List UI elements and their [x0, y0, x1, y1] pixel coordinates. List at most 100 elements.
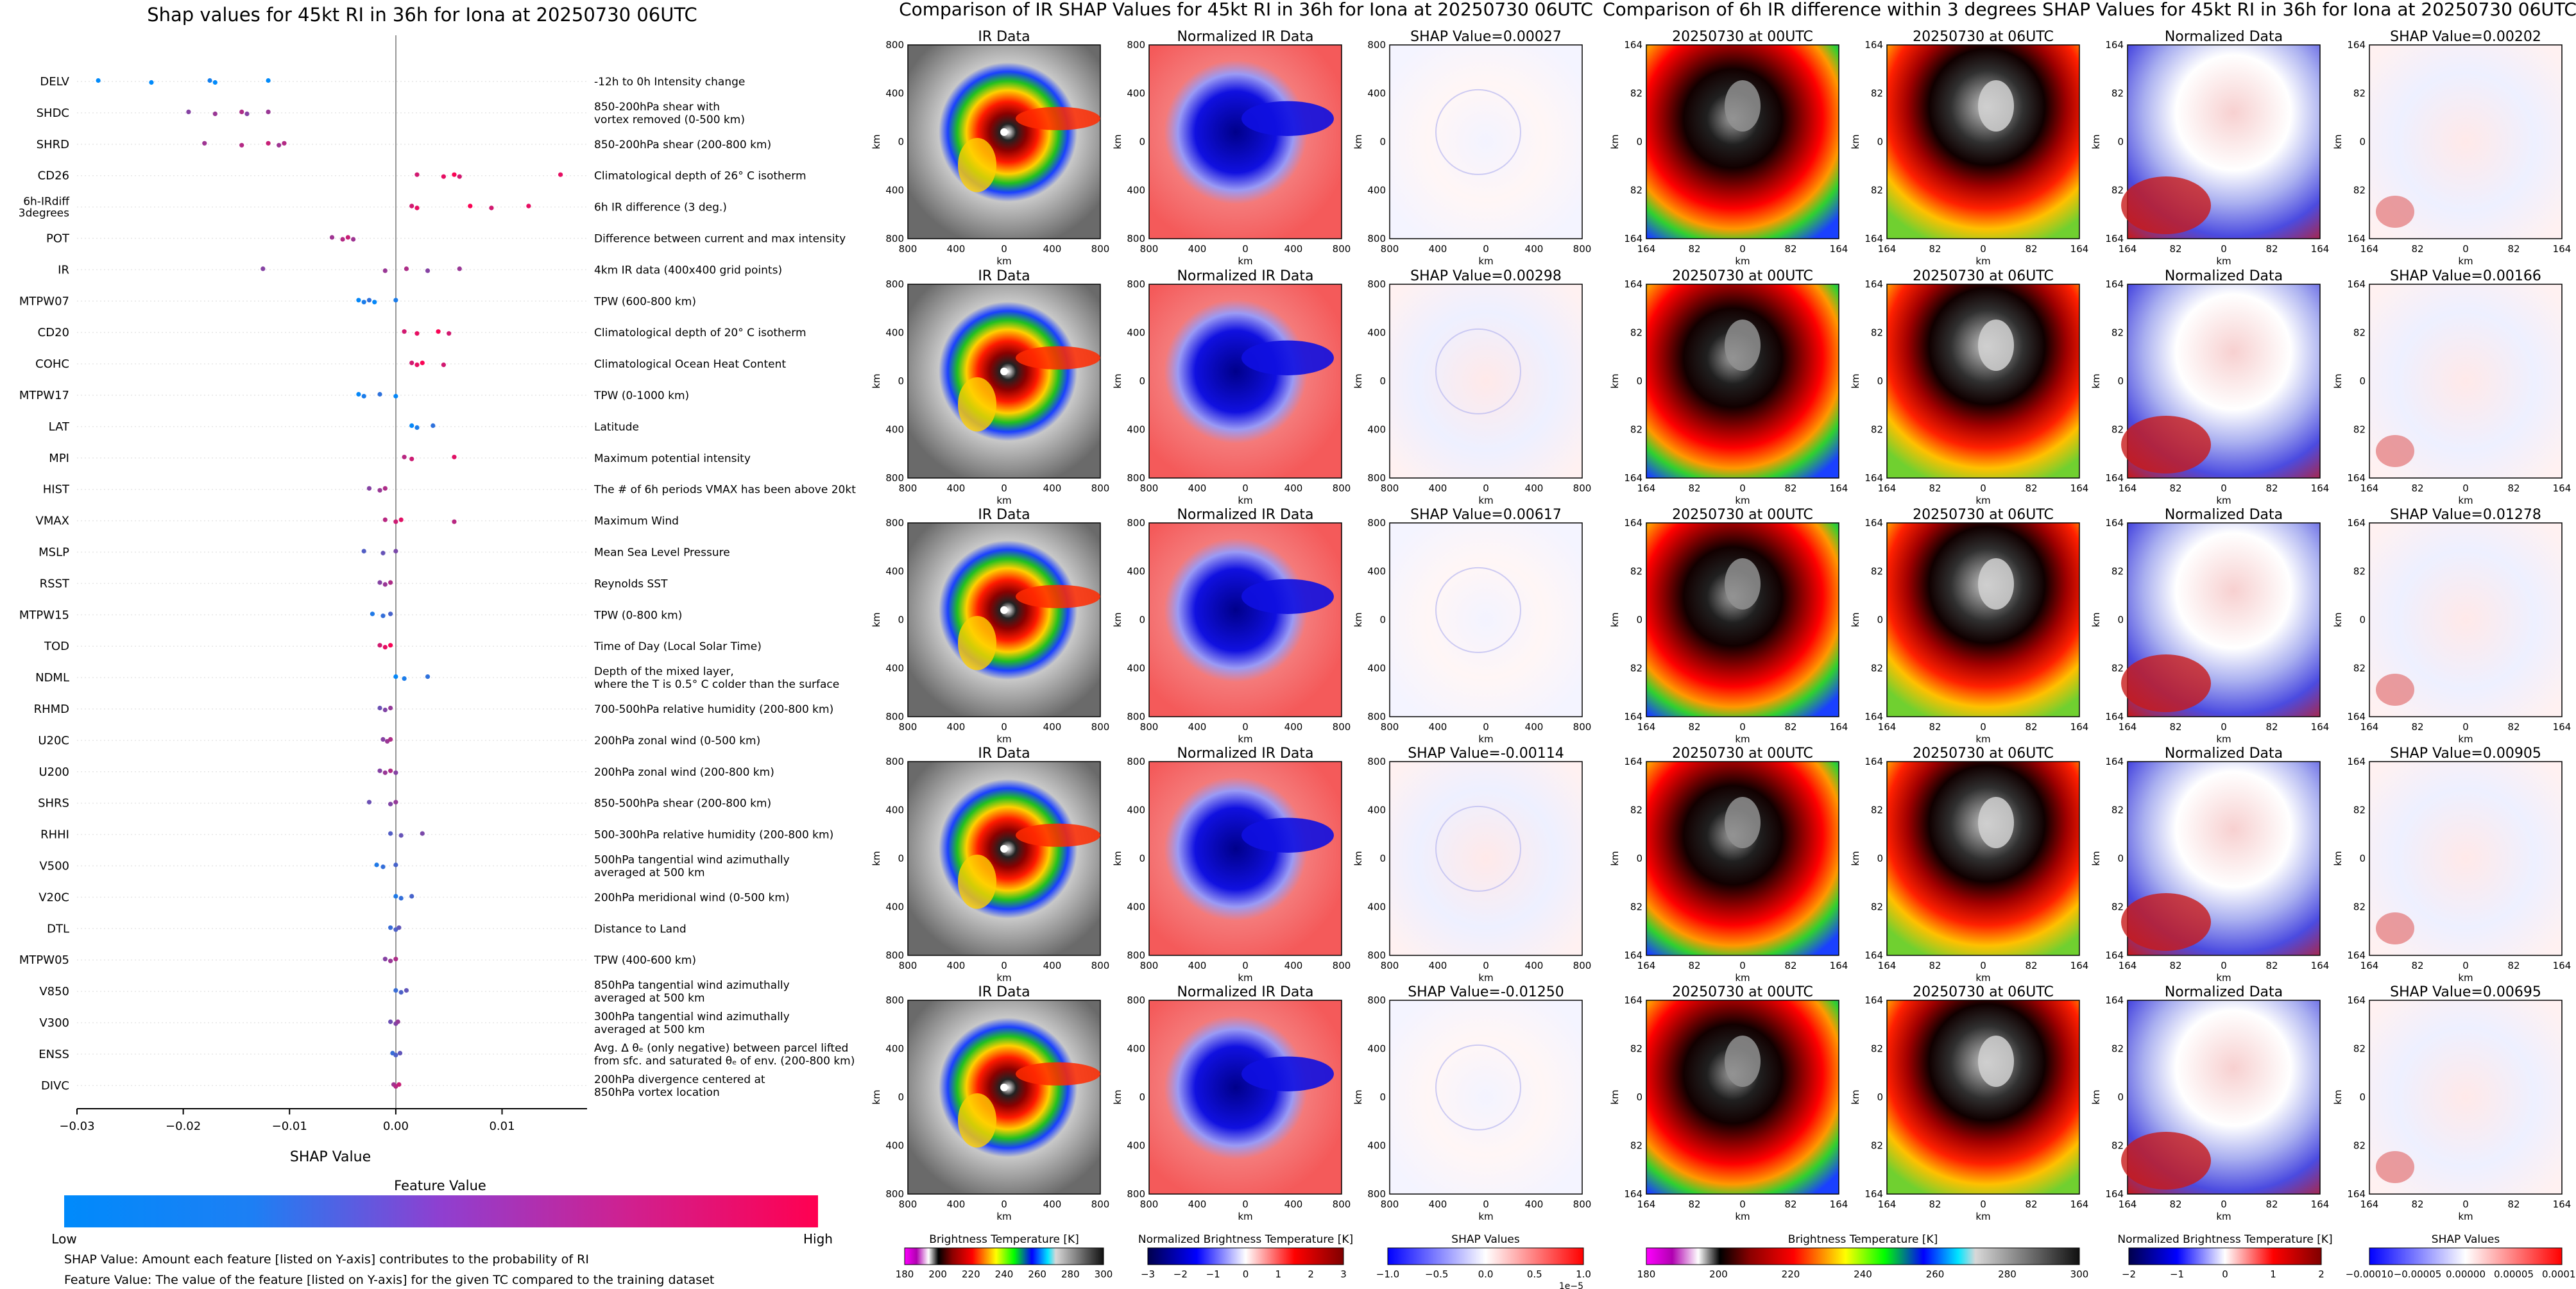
storm-eye: [1000, 367, 1008, 375]
y-tick-label: 164: [2347, 711, 2366, 722]
x-tick-label: 0: [1001, 960, 1007, 971]
panel-title: Normalized IR Data: [1177, 746, 1313, 762]
feature-row: SHRS 850-500hPa shear (200-800 km): [38, 797, 771, 810]
shap-point: [382, 582, 388, 587]
x-tick-label: 400: [1043, 243, 1062, 255]
feature-row: DTL Distance to Land: [47, 922, 687, 935]
feature-label: V500: [39, 860, 69, 873]
shap-point: [388, 580, 393, 585]
panel-image: [1389, 44, 1583, 239]
y-tick-label: 400: [885, 327, 904, 339]
shap-point: [266, 109, 271, 114]
y-tick-label: 82: [2111, 88, 2124, 99]
y-tick-label: 800: [885, 756, 904, 767]
colorbar-tick: −1: [2170, 1268, 2184, 1280]
storm-band: [958, 377, 996, 432]
panel-title: 20250730 at 00UTC: [1672, 984, 1813, 1000]
y-tick-label: 800: [1127, 756, 1145, 767]
panel-title: SHAP Value=-0.00114: [1408, 746, 1564, 762]
feature-row: RHHI 500-300hPa relative humidity (200-80…: [40, 828, 833, 842]
y-tick-label: 0: [898, 375, 904, 387]
y-axis-label: km: [2332, 851, 2344, 866]
colorbar-exponent: 1e−5: [1559, 1281, 1583, 1289]
y-tick-label: 400: [1127, 424, 1145, 436]
x-tick-label: 0: [1483, 721, 1489, 733]
colorbar: Brightness Temperature [K] 180 200 220 240 26…: [896, 1233, 1113, 1280]
storm-band: [958, 137, 996, 192]
shap-point: [239, 142, 244, 148]
y-tick-label: 400: [885, 663, 904, 674]
y-tick-label: 400: [1127, 901, 1145, 913]
y-tick-label: 800: [1367, 39, 1386, 51]
y-tick-label: 0: [2359, 1091, 2366, 1103]
x-tick-label: 164: [2360, 721, 2379, 733]
x-tick-label: 400: [1043, 960, 1062, 971]
x-tick-label: 82: [2411, 960, 2423, 971]
x-tick-label: 82: [1688, 960, 1700, 971]
colorbar-tick: 280: [1998, 1268, 2017, 1280]
x-axis-label: km: [1238, 495, 1252, 506]
y-tick-label: 164: [2347, 472, 2366, 484]
shap-point: [260, 266, 266, 271]
feature-label: LAT: [49, 420, 70, 434]
x-tick-label: 800: [1140, 960, 1159, 971]
x-tick-label: 400: [1284, 721, 1303, 733]
y-tick-label: 400: [1127, 1140, 1145, 1152]
shap-point: [388, 925, 393, 930]
feature-label: SHRD: [37, 138, 69, 151]
y-tick-label: 800: [885, 472, 904, 484]
shap-point: [361, 549, 366, 554]
panel-title: 20250730 at 06UTC: [1913, 507, 2054, 523]
y-tick-label: 164: [2347, 1188, 2366, 1200]
storm-band: [958, 854, 996, 909]
x-tick-label: 82: [1929, 721, 1941, 733]
panel-image: [1389, 284, 1583, 479]
feature-label: MPI: [49, 452, 69, 465]
shap-point: [380, 737, 386, 742]
y-tick-label: 400: [1127, 566, 1145, 577]
panel-title: Normalized IR Data: [1177, 984, 1313, 1000]
x-tick-label: 400: [1043, 721, 1062, 733]
y-tick-label: 0: [898, 853, 904, 864]
y-tick-label: 800: [1367, 1188, 1386, 1200]
shap-point: [409, 423, 414, 429]
x-tick-label: 82: [2025, 721, 2037, 733]
shap-point: [382, 268, 388, 273]
cold-region: [2121, 416, 2211, 474]
x-tick-label: 800: [1573, 1199, 1592, 1210]
colorbar-gradient: [2369, 1247, 2563, 1265]
x-axis-label: km: [1238, 255, 1252, 267]
y-tick-label: 400: [885, 185, 904, 196]
y-tick-label: 82: [1871, 424, 1883, 436]
panel-image: [1646, 522, 1839, 717]
x-tick-label: 800: [899, 1199, 917, 1210]
y-tick-label: 82: [2353, 566, 2366, 577]
shap-point: [377, 391, 382, 397]
y-tick-label: 800: [1367, 278, 1386, 290]
y-tick-label: 0: [1139, 853, 1145, 864]
x-tick-label: 400: [1429, 243, 1447, 255]
shap-patch: [2376, 912, 2414, 944]
x-axis-label: km: [2216, 972, 2231, 984]
feature-description: Maximum Wind: [594, 515, 679, 528]
x-tick-label: 400: [1525, 721, 1544, 733]
y-tick-label: 164: [1624, 278, 1642, 290]
x-tick-label: 800: [1381, 960, 1399, 971]
image-panel: Normalized Data1641648282008282164164kmk…: [2090, 29, 2329, 267]
feature-description: Time of Day (Local Solar Time): [593, 640, 762, 653]
x-tick-label: 164: [2119, 482, 2137, 494]
feature-description: TPW (0-1000 km): [593, 389, 689, 402]
x-tick-label: 82: [1784, 482, 1796, 494]
x-tick-label: 164: [1830, 721, 1848, 733]
x-tick-label: 800: [899, 243, 917, 255]
colorbar-tick: 0: [2222, 1268, 2228, 1280]
x-tick-label: 400: [947, 960, 966, 971]
shap-point: [420, 831, 425, 836]
x-axis-label: km: [1735, 1211, 1750, 1222]
y-tick-label: 164: [1624, 711, 1642, 722]
storm-band: [1016, 823, 1100, 847]
y-tick-label: 164: [2347, 39, 2366, 51]
panel-image: [1886, 44, 2080, 239]
y-tick-label: 82: [2111, 663, 2124, 674]
